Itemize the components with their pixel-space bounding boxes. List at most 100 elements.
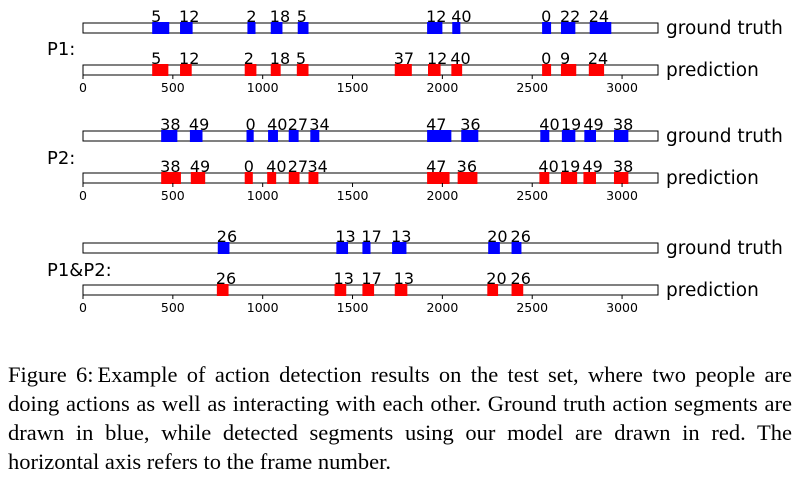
prediction-segment bbox=[180, 64, 192, 76]
segment-label: 40 bbox=[450, 49, 470, 68]
prediction-segment bbox=[270, 64, 281, 76]
segment-label: 40 bbox=[539, 115, 559, 134]
ground-truth-segment bbox=[189, 130, 203, 142]
x-tick-label: 3000 bbox=[606, 300, 638, 315]
segment-label: 49 bbox=[583, 115, 603, 134]
x-tick-label: 3000 bbox=[606, 188, 638, 203]
x-tick-label: 2500 bbox=[516, 188, 548, 203]
x-tick-label: 2000 bbox=[426, 188, 458, 203]
segment-label: 18 bbox=[270, 49, 290, 68]
caption-text: Example of action detection results on t… bbox=[8, 362, 792, 474]
segment-label: 0 bbox=[246, 115, 256, 134]
prediction-segment bbox=[539, 172, 550, 184]
track-bar bbox=[82, 130, 659, 142]
prediction-segment bbox=[394, 64, 412, 76]
ground-truth-segment bbox=[392, 242, 407, 254]
segment-label: 20 bbox=[486, 269, 506, 288]
x-tick-label: 3000 bbox=[606, 80, 638, 95]
ground-truth-segment bbox=[560, 22, 576, 34]
ground-truth-segment bbox=[161, 130, 178, 142]
prediction-segment bbox=[288, 172, 300, 184]
segment-label: 40 bbox=[538, 157, 558, 176]
segment-label: 49 bbox=[582, 157, 602, 176]
segment-label: 27 bbox=[288, 115, 308, 134]
prediction-segment bbox=[394, 284, 408, 296]
prediction-segment bbox=[161, 172, 181, 184]
prediction-segment bbox=[362, 284, 375, 296]
x-tick-label: 1500 bbox=[337, 80, 369, 95]
segment-label: 49 bbox=[189, 115, 209, 134]
segment-label: 9 bbox=[560, 49, 570, 68]
segment-label: 36 bbox=[460, 115, 480, 134]
x-tick-label: 500 bbox=[161, 80, 185, 95]
segment-label: 5 bbox=[151, 7, 161, 26]
prediction-segment bbox=[583, 172, 597, 184]
x-tick-label: 2000 bbox=[426, 300, 458, 315]
segment-label: 0 bbox=[244, 157, 254, 176]
segment-label: 20 bbox=[487, 227, 507, 246]
x-tick-label: 1000 bbox=[247, 188, 279, 203]
x-tick-label: 0 bbox=[79, 80, 87, 95]
prediction-segment bbox=[308, 172, 319, 184]
prediction-segment bbox=[427, 172, 450, 184]
segment-label: 17 bbox=[361, 227, 381, 246]
segment-label: 40 bbox=[266, 157, 286, 176]
segment-label: 22 bbox=[560, 7, 580, 26]
prediction-segment bbox=[487, 284, 499, 296]
legend-ground-truth: ground truth bbox=[666, 126, 783, 147]
prediction-segment bbox=[457, 172, 478, 184]
segment-label: 13 bbox=[334, 269, 354, 288]
ground-truth-segment bbox=[561, 130, 576, 142]
segment-label: 13 bbox=[335, 227, 355, 246]
segment-label: 5 bbox=[297, 7, 307, 26]
segment-label: 0 bbox=[541, 7, 551, 26]
ground-truth-segment bbox=[246, 130, 254, 142]
segment-label: 12 bbox=[179, 7, 199, 26]
ground-truth-segment bbox=[268, 130, 278, 142]
segment-label: 38 bbox=[613, 115, 633, 134]
track-bar bbox=[82, 172, 659, 184]
ground-truth-segment bbox=[540, 130, 550, 142]
x-tick-label: 0 bbox=[79, 188, 87, 203]
track-bar bbox=[82, 64, 659, 76]
prediction-segment bbox=[244, 172, 253, 184]
prediction-segment bbox=[451, 64, 463, 76]
ground-truth-segment bbox=[488, 242, 500, 254]
legend-ground-truth: ground truth bbox=[666, 18, 783, 39]
segment-label: 13 bbox=[391, 227, 411, 246]
segment-label: 38 bbox=[160, 157, 180, 176]
prediction-segment bbox=[613, 172, 629, 184]
ground-truth-segment bbox=[336, 242, 349, 254]
legend-prediction: prediction bbox=[666, 60, 759, 81]
x-tick-label: 2000 bbox=[426, 80, 458, 95]
ground-truth-segment bbox=[511, 242, 522, 254]
prediction-segment bbox=[296, 64, 309, 76]
ground-truth-segment bbox=[288, 130, 299, 142]
ground-truth-segment bbox=[427, 130, 452, 142]
prediction-segment bbox=[152, 64, 169, 76]
segment-label: 26 bbox=[216, 269, 236, 288]
segment-label: 40 bbox=[267, 115, 287, 134]
ground-truth-segment bbox=[452, 22, 461, 34]
ground-truth-segment bbox=[217, 242, 230, 254]
segment-label: 12 bbox=[427, 49, 447, 68]
segment-label: 2 bbox=[244, 49, 254, 68]
segment-label: 49 bbox=[190, 157, 210, 176]
figure-caption: Figure 6: Example of action detection res… bbox=[8, 360, 792, 476]
segment-label: 26 bbox=[511, 269, 531, 288]
x-tick-label: 2500 bbox=[516, 80, 548, 95]
segment-label: 47 bbox=[426, 115, 446, 134]
ground-truth-segment bbox=[589, 22, 612, 34]
segment-label: 40 bbox=[451, 7, 471, 26]
x-tick-label: 1000 bbox=[247, 300, 279, 315]
segment-label: 36 bbox=[457, 157, 477, 176]
ground-truth-segment bbox=[427, 22, 443, 34]
segment-label: 38 bbox=[613, 157, 633, 176]
segment-label: 47 bbox=[426, 157, 446, 176]
ground-truth-segment bbox=[542, 22, 552, 34]
segment-label: 19 bbox=[560, 157, 580, 176]
x-tick-label: 500 bbox=[161, 188, 185, 203]
